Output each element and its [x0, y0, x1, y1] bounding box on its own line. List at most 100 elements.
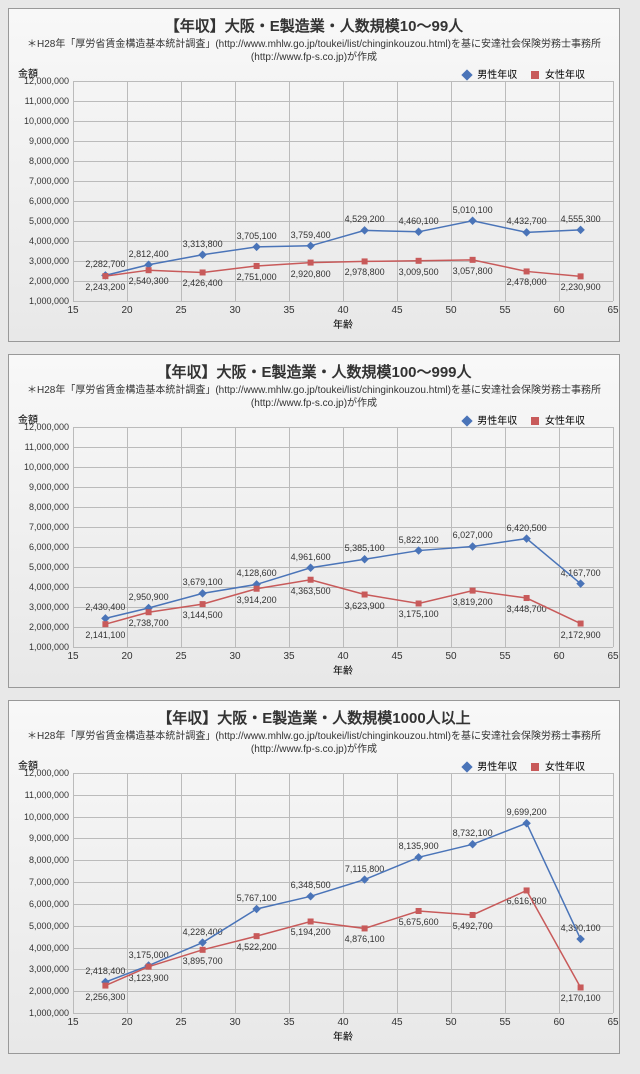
- y-tick-label: 5,000,000: [29, 921, 69, 931]
- y-tick-label: 7,000,000: [29, 877, 69, 887]
- legend-label: 男性年収: [474, 416, 517, 427]
- legend-label: 女性年収: [542, 416, 585, 427]
- x-tick-label: 25: [175, 1017, 186, 1028]
- chart-subtitle: ＊H28年「厚労省賃金構造基本統計調査」(http://www.mhlw.go.…: [13, 382, 615, 412]
- y-tick-label: 11,000,000: [25, 442, 69, 452]
- x-tick-label: 35: [283, 1017, 294, 1028]
- plot-area: 金額年齢1,000,0002,000,0003,000,0004,000,000…: [73, 773, 613, 1013]
- chart-box: 【年収】大阪・E製造業・人数規模1000人以上＊H28年「厚労省賃金構造基本統計…: [8, 700, 620, 1054]
- x-tick-label: 45: [391, 1017, 402, 1028]
- y-tick-label: 12,000,000: [24, 422, 69, 432]
- y-tick-label: 1,000,000: [29, 1008, 69, 1018]
- x-tick-label: 35: [283, 305, 294, 316]
- x-tick-label: 50: [445, 651, 456, 662]
- x-tick-label: 60: [553, 651, 564, 662]
- x-tick-label: 20: [121, 305, 132, 316]
- legend-label: 女性年収: [542, 70, 585, 81]
- x-tick-label: 30: [229, 651, 240, 662]
- x-tick-label: 20: [121, 651, 132, 662]
- y-tick-label: 2,000,000: [29, 622, 69, 632]
- y-tick-label: 11,000,000: [25, 790, 69, 800]
- x-axis-label: 年齢: [333, 662, 353, 677]
- y-tick-label: 4,000,000: [29, 582, 69, 592]
- y-tick-label: 10,000,000: [24, 462, 69, 472]
- y-tick-label: 11,000,000: [25, 96, 69, 106]
- y-tick-label: 8,000,000: [29, 156, 69, 166]
- chart-subtitle: ＊H28年「厚労省賃金構造基本統計調査」(http://www.mhlw.go.…: [13, 728, 615, 758]
- x-tick-label: 15: [67, 651, 78, 662]
- x-tick-label: 40: [337, 1017, 348, 1028]
- legend-item: 女性年収: [531, 758, 585, 773]
- x-tick-label: 15: [67, 1017, 78, 1028]
- y-tick-label: 3,000,000: [29, 256, 69, 266]
- charts-container: 【年収】大阪・E製造業・人数規模10～99人＊H28年「厚労省賃金構造基本統計調…: [8, 8, 632, 1054]
- x-tick-label: 40: [337, 305, 348, 316]
- legend: 男性年収 女性年収: [13, 758, 615, 773]
- x-tick-label: 15: [67, 305, 78, 316]
- plot-area: 金額年齢1,000,0002,000,0003,000,0004,000,000…: [73, 427, 613, 647]
- legend-item: 女性年収: [531, 412, 585, 427]
- y-tick-label: 10,000,000: [24, 116, 69, 126]
- chart-svg: [73, 81, 613, 301]
- x-tick-label: 55: [499, 651, 510, 662]
- legend-label: 女性年収: [542, 762, 585, 773]
- chart-svg: [73, 427, 613, 647]
- x-tick-label: 60: [553, 305, 564, 316]
- x-tick-label: 45: [391, 651, 402, 662]
- y-tick-label: 8,000,000: [29, 855, 69, 865]
- y-tick-label: 8,000,000: [29, 502, 69, 512]
- y-tick-label: 7,000,000: [29, 176, 69, 186]
- chart-title: 【年収】大阪・E製造業・人数規模1000人以上: [13, 705, 615, 728]
- legend-item: 男性年収: [463, 758, 517, 773]
- legend-item: 男性年収: [463, 66, 517, 81]
- x-tick-label: 45: [391, 305, 402, 316]
- x-tick-label: 65: [607, 651, 618, 662]
- y-tick-label: 7,000,000: [29, 522, 69, 532]
- chart-box: 【年収】大阪・E製造業・人数規模100～999人＊H28年「厚労省賃金構造基本統…: [8, 354, 620, 688]
- x-tick-label: 25: [175, 651, 186, 662]
- x-tick-label: 30: [229, 305, 240, 316]
- legend-item: 女性年収: [531, 66, 585, 81]
- legend-label: 男性年収: [474, 762, 517, 773]
- y-tick-label: 4,000,000: [29, 236, 69, 246]
- chart-subtitle: ＊H28年「厚労省賃金構造基本統計調査」(http://www.mhlw.go.…: [13, 36, 615, 66]
- y-tick-label: 12,000,000: [24, 768, 69, 778]
- x-tick-label: 65: [607, 305, 618, 316]
- chart-box: 【年収】大阪・E製造業・人数規模10～99人＊H28年「厚労省賃金構造基本統計調…: [8, 8, 620, 342]
- y-tick-label: 1,000,000: [29, 296, 69, 306]
- x-tick-label: 35: [283, 651, 294, 662]
- y-tick-label: 2,000,000: [29, 986, 69, 996]
- y-tick-label: 12,000,000: [24, 76, 69, 86]
- y-tick-label: 6,000,000: [29, 196, 69, 206]
- y-tick-label: 2,000,000: [29, 276, 69, 286]
- x-axis-label: 年齢: [333, 1028, 353, 1043]
- legend: 男性年収 女性年収: [13, 412, 615, 427]
- x-tick-label: 55: [499, 1017, 510, 1028]
- x-tick-label: 25: [175, 305, 186, 316]
- x-tick-label: 30: [229, 1017, 240, 1028]
- y-tick-label: 3,000,000: [29, 602, 69, 612]
- chart-svg: [73, 773, 613, 1013]
- chart-title: 【年収】大阪・E製造業・人数規模10～99人: [13, 13, 615, 36]
- legend: 男性年収 女性年収: [13, 66, 615, 81]
- y-tick-label: 5,000,000: [29, 562, 69, 572]
- x-tick-label: 40: [337, 651, 348, 662]
- x-tick-label: 20: [121, 1017, 132, 1028]
- plot-area: 金額年齢1,000,0002,000,0003,000,0004,000,000…: [73, 81, 613, 301]
- y-tick-label: 1,000,000: [29, 642, 69, 652]
- y-tick-label: 10,000,000: [24, 812, 69, 822]
- y-tick-label: 6,000,000: [29, 542, 69, 552]
- x-tick-label: 50: [445, 305, 456, 316]
- y-tick-label: 6,000,000: [29, 899, 69, 909]
- x-axis-label: 年齢: [333, 316, 353, 331]
- x-tick-label: 60: [553, 1017, 564, 1028]
- y-tick-label: 5,000,000: [29, 216, 69, 226]
- x-tick-label: 50: [445, 1017, 456, 1028]
- y-tick-label: 9,000,000: [29, 136, 69, 146]
- legend-item: 男性年収: [463, 412, 517, 427]
- y-tick-label: 4,000,000: [29, 943, 69, 953]
- y-tick-label: 3,000,000: [29, 964, 69, 974]
- y-tick-label: 9,000,000: [29, 833, 69, 843]
- legend-label: 男性年収: [474, 70, 517, 81]
- chart-title: 【年収】大阪・E製造業・人数規模100～999人: [13, 359, 615, 382]
